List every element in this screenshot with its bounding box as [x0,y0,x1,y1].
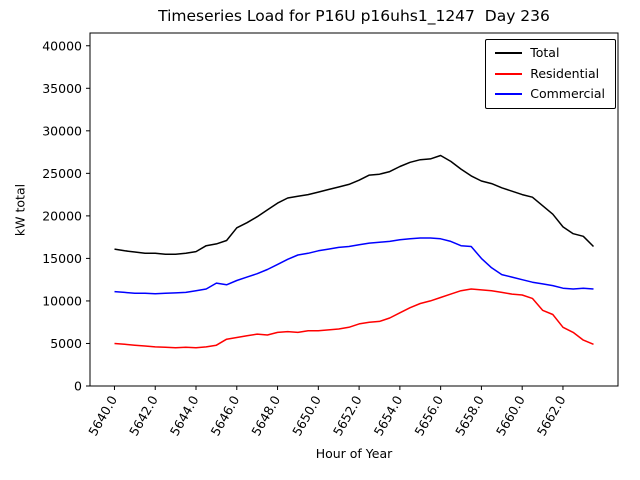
legend: Total Residential Commercial [485,39,616,109]
legend-line-swatch-residential [495,72,523,75]
x-tick-label: 5650.0 [289,393,324,438]
legend-entry-commercial: Commercial [495,86,605,101]
axes-frame [89,32,619,387]
y-tick-label: 25000 [42,166,82,181]
legend-label-commercial: Commercial [530,86,605,101]
y-tick-label: 15000 [42,251,82,266]
legend-label-total: Total [530,45,560,60]
chart-title: Timeseries Load for P16U p16uhs1_1247 Da… [158,7,550,25]
x-tick-label: 5642.0 [126,393,161,438]
y-tick-label: 20000 [42,208,82,223]
x-tick-label: 5660.0 [493,393,528,438]
y-tick-label: 35000 [42,81,82,96]
x-tick-label: 5662.0 [534,393,569,438]
y-tick-label: 5000 [50,336,82,351]
series-line-total [114,154,595,255]
y-tick-label: 40000 [42,38,82,53]
y-axis-label: kW total [12,183,28,237]
x-tick-label: 5648.0 [248,393,283,438]
series-line-commercial [114,237,594,295]
legend-line-swatch-total [495,52,523,55]
x-tick-label: 5656.0 [411,393,446,438]
y-tick-label: 0 [74,379,82,394]
x-tick-label: 5646.0 [208,393,243,438]
series-line-residential [114,288,594,349]
legend-entry-residential: Residential [495,65,605,81]
y-tick-label: 10000 [42,293,82,308]
legend-label-residential: Residential [530,65,600,81]
x-axis-label: Hour of Year [315,446,393,461]
legend-line-swatch-commercial [495,93,523,96]
y-tick-label: 30000 [42,123,82,138]
x-tick-label: 5640.0 [85,393,120,438]
x-tick-label: 5658.0 [452,393,487,438]
x-tick-label: 5654.0 [371,393,406,438]
x-tick-label: 5652.0 [330,393,365,438]
legend-entry-total: Total [495,45,605,60]
x-tick-label: 5644.0 [167,393,202,438]
